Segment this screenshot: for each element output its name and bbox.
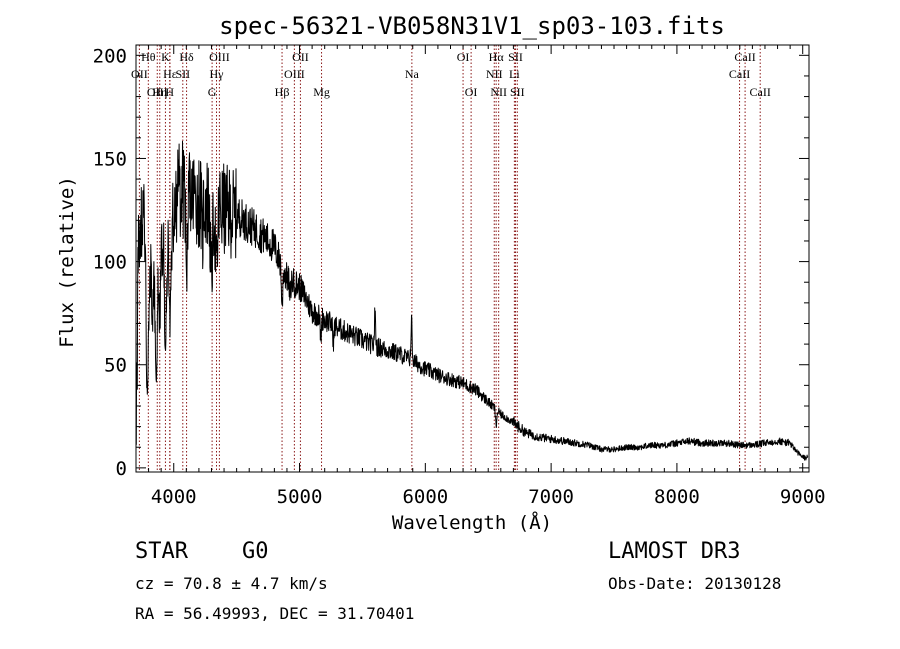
line-label-3: OIII bbox=[209, 50, 230, 64]
line-label-8: CaII bbox=[734, 50, 755, 64]
line-label-18: OIII bbox=[147, 85, 168, 99]
spectrum-series bbox=[135, 140, 809, 461]
y-tick-label-200: 200 bbox=[93, 45, 127, 67]
x-tick-label-6000: 6000 bbox=[402, 486, 448, 508]
x-tick-label-8000: 8000 bbox=[654, 486, 700, 508]
x-tick-label-9000: 9000 bbox=[780, 486, 826, 508]
y-tick-label-150: 150 bbox=[93, 148, 127, 170]
line-label-12: Hγ bbox=[210, 67, 225, 81]
x-axis-label: Wavelength (Å) bbox=[392, 511, 552, 534]
line-label-4: OII bbox=[292, 50, 309, 64]
object-type: STAR bbox=[135, 539, 188, 564]
axis-ticks: 4000 5000 6000 7000 8000 9000 0 50 100 150 200 bbox=[93, 45, 826, 508]
line-label-7: SII bbox=[508, 50, 523, 64]
sky-coordinates: RA = 56.49993, DEC = 31.70401 bbox=[135, 604, 415, 623]
line-label-24: OI bbox=[465, 85, 478, 99]
line-label-14: Na bbox=[405, 67, 420, 81]
observation-date: Obs-Date: 20130128 bbox=[608, 574, 782, 593]
x-tick-label-7000: 7000 bbox=[528, 486, 574, 508]
emission-line-markers bbox=[138, 45, 761, 472]
y-axis-label: Flux (relative) bbox=[56, 176, 78, 348]
line-label-13: OIII bbox=[284, 67, 305, 81]
plot-frame bbox=[135, 44, 810, 473]
line-label-5: OI bbox=[457, 50, 470, 64]
line-label-15: NII bbox=[486, 67, 503, 81]
line-label-6: Hα bbox=[489, 50, 505, 64]
x-tick-label-4000: 4000 bbox=[151, 486, 197, 508]
survey-name: LAMOST DR3 bbox=[608, 539, 741, 564]
line-label-27: CaII bbox=[750, 85, 771, 99]
spectrum-line bbox=[135, 140, 809, 461]
line-label-0: Hθ bbox=[141, 50, 156, 64]
line-label-11: SII bbox=[175, 67, 190, 81]
line-label-25: NII bbox=[490, 85, 507, 99]
chart-title: spec-56321-VB058N31V1_sp03-103.fits bbox=[219, 12, 725, 40]
y-tick-label-0: 0 bbox=[116, 458, 127, 480]
line-label-26: SII bbox=[510, 85, 525, 99]
line-label-21: G bbox=[208, 85, 217, 99]
y-tick-label-100: 100 bbox=[93, 252, 127, 274]
line-label-9: OII bbox=[131, 67, 148, 81]
line-label-16: Li bbox=[509, 67, 520, 81]
line-label-20: H bbox=[165, 85, 174, 99]
redshift-readout: cz = 70.8 ± 4.7 km/s bbox=[135, 574, 328, 593]
line-label-2: Hδ bbox=[179, 50, 194, 64]
y-tick-label-50: 50 bbox=[104, 355, 127, 377]
line-label-17: CaII bbox=[729, 67, 750, 81]
line-label-19: Hη bbox=[152, 85, 167, 99]
line-label-22: Hβ bbox=[275, 85, 290, 99]
x-tick-label-5000: 5000 bbox=[277, 486, 323, 508]
spectral-subclass: G0 bbox=[242, 539, 269, 564]
line-label-1: K bbox=[161, 50, 170, 64]
line-label-23: Mg bbox=[313, 85, 330, 99]
line-label-10: Hε bbox=[163, 67, 177, 81]
